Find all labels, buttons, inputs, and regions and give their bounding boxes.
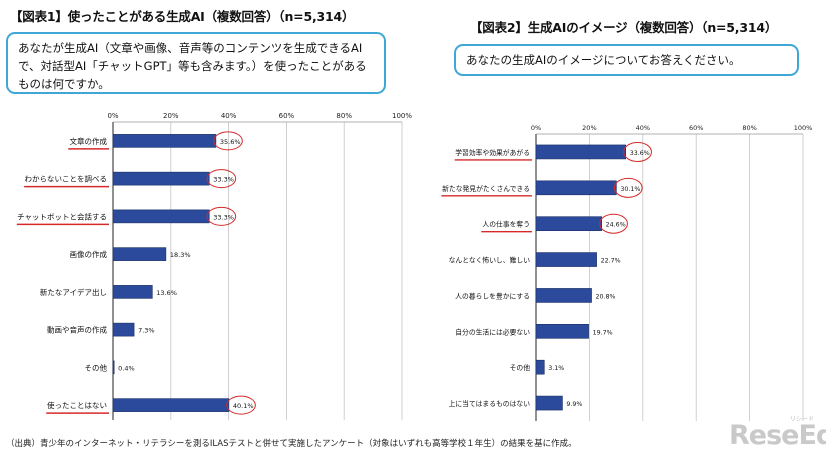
value-label-4: 18.3%: [170, 251, 191, 259]
chart-1: 0% 20% 40% 60% 80% 100% 文章の作成 35.6% わからないことを調べる 3…: [16, 112, 412, 420]
value-label-8: 9.9%: [566, 401, 582, 408]
value-label-5: 20.8%: [596, 293, 616, 300]
highlight-ellipse-8: [226, 395, 256, 415]
category-label-2: 新たな発見がたくさんできる: [442, 184, 530, 193]
tick-label-3: 60%: [279, 112, 295, 120]
bar-2: [112, 171, 210, 186]
category-label-7: その他: [85, 362, 108, 372]
category-label-6: 動画や音声の作成: [47, 325, 107, 335]
bar-4: [535, 252, 597, 267]
value-label-4: 22.7%: [601, 258, 621, 265]
bar-1: [112, 134, 217, 148]
bar-5: [112, 285, 153, 299]
category-label-4: 画像の作成: [70, 249, 108, 259]
category-label-5: 人の暮らしを豊かにする: [455, 291, 530, 300]
category-label-8: 上に当てはまるものはない: [449, 399, 531, 408]
tick-label-2: 40%: [221, 112, 237, 120]
category-label-3: 人の仕事を奪う: [482, 220, 530, 229]
category-label-6: 自分の生活には必要ない: [455, 327, 530, 336]
figure2-question-box: あなたの生成AIのイメージについてお答えください。: [454, 44, 799, 76]
source-footnote: （出典）青少年のインターネット・リテラシーを測るILASテストと併せて実施したア…: [6, 439, 577, 449]
highlight-ellipse-2: [613, 177, 643, 198]
bar-7: [535, 359, 545, 375]
figure1-question: あなたが生成AI（文章や画像、音声等のコンテンツを生成できるAIで、対話型AI「…: [18, 41, 367, 91]
tick-label-0: 0%: [107, 112, 118, 120]
figure2-question: あなたの生成AIのイメージについてお答えください。: [466, 53, 741, 67]
category-label-5: 新たなアイデア出し: [40, 287, 107, 297]
bar-1: [535, 144, 627, 160]
bar-8: [535, 395, 563, 411]
category-label-4: なんとなく怖いし、難しい: [449, 256, 531, 265]
value-label-3: 33.3%: [213, 213, 234, 221]
bar-3: [535, 216, 602, 231]
tick-label-1: 20%: [582, 124, 596, 132]
category-label-2: わからないことを調べる: [25, 174, 108, 184]
category-label-7: その他: [510, 363, 531, 372]
figure2-title: 【図表2】生成AIのイメージ（複数回答）（n=5,314）: [470, 20, 778, 35]
tick-label-0: 0%: [531, 124, 541, 132]
category-label-1: 文章の作成: [70, 136, 108, 146]
bar-4: [112, 247, 167, 261]
highlight-ellipse-3: [206, 206, 237, 226]
category-label-1: 学習効率や効果があがる: [455, 148, 530, 157]
value-label-8: 40.1%: [233, 402, 254, 410]
highlight-ellipse-3: [599, 213, 628, 234]
value-label-7: 0.4%: [118, 364, 135, 372]
value-label-1: 35.6%: [220, 138, 241, 146]
tick-label-5: 100%: [794, 124, 813, 132]
tick-label-4: 80%: [336, 112, 352, 120]
figure1-title: 【図表1】使ったことがある生成AI（複数回答）（n=5,314）: [10, 9, 355, 24]
tick-label-3: 60%: [689, 124, 703, 132]
tick-label-2: 40%: [636, 124, 650, 132]
value-label-7: 3.1%: [548, 365, 564, 372]
bar-2: [535, 180, 617, 196]
tick-label-5: 100%: [392, 112, 412, 120]
value-label-5: 13.6%: [156, 289, 177, 297]
category-label-8: 使ったことはない: [47, 400, 107, 410]
value-label-6: 7.3%: [138, 327, 155, 335]
highlight-ellipse-1: [213, 131, 243, 151]
category-label-3: チャットボットと会話する: [17, 211, 107, 221]
bar-6: [535, 324, 589, 339]
highlight-ellipse-1: [623, 141, 652, 162]
bar-6: [112, 322, 135, 337]
resed-logo-sub: リシード: [790, 416, 815, 423]
figure1-question-box: あなたが生成AI（文章や画像、音声等のコンテンツを生成できるAIで、対話型AI「…: [6, 32, 386, 94]
value-label-2: 33.3%: [213, 176, 234, 184]
bar-7: [112, 360, 115, 375]
bar-8: [112, 398, 230, 412]
resed-logo: ReseEd: [729, 420, 826, 451]
value-label-1: 33.6%: [630, 150, 650, 157]
bar-3: [112, 209, 210, 224]
value-label-3: 24.6%: [606, 222, 626, 229]
bar-5: [535, 288, 592, 303]
tick-label-1: 20%: [163, 112, 179, 120]
highlight-ellipse-2: [206, 169, 237, 189]
chart-2: 0% 20% 40% 60% 80% 100% 学習効率や効果があがる 33.6% 新たな発見が…: [441, 124, 813, 421]
value-label-6: 19.7%: [593, 329, 613, 336]
tick-label-4: 80%: [742, 124, 756, 132]
value-label-2: 30.1%: [620, 186, 640, 193]
